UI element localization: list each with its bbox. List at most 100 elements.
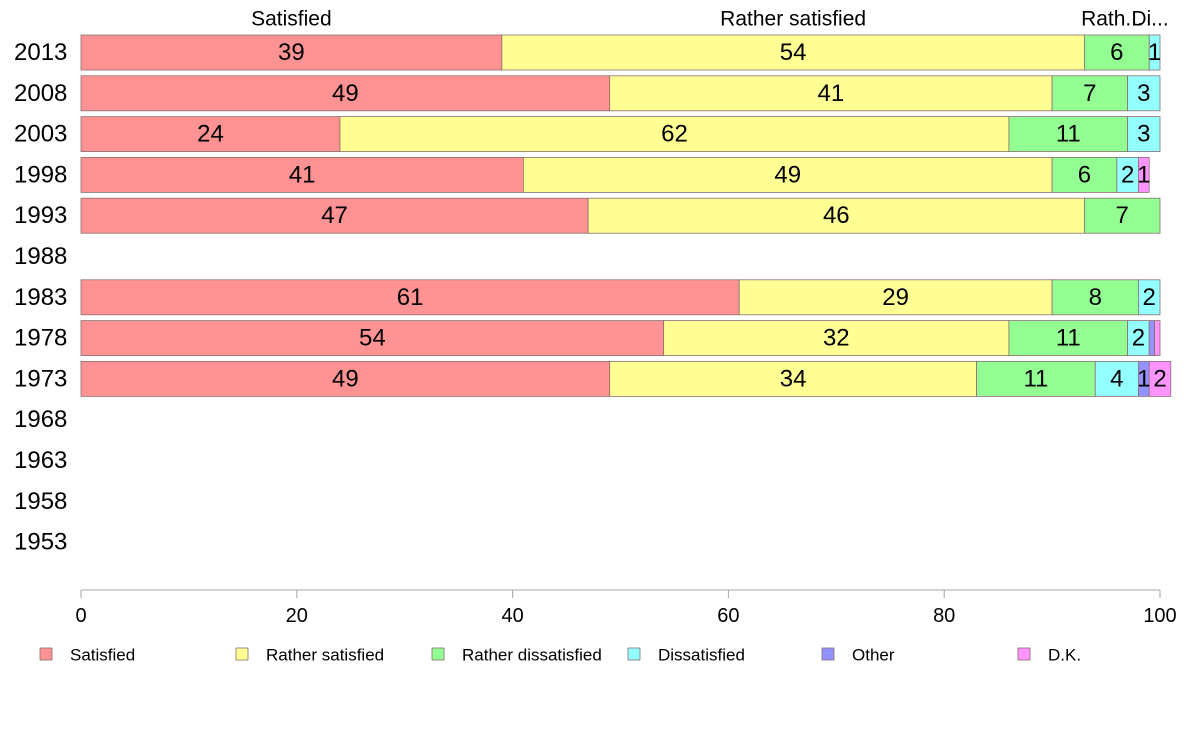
data-label-1978-2: 32	[823, 325, 850, 352]
x-tick-label-80: 80	[933, 605, 955, 627]
x-tick-label-0: 0	[75, 605, 86, 627]
data-label-2008-3: 7	[1083, 80, 1096, 107]
bar-1998-d-k-	[1138, 156, 1150, 193]
data-label-1978-4: 2	[1132, 325, 1145, 352]
bar-1973-satisfied	[80, 360, 611, 397]
bar-1983-satisfied	[80, 279, 740, 316]
data-label-1978-1: 54	[359, 325, 386, 352]
x-tick-label-20: 20	[286, 605, 308, 627]
data-label-2003-3: 11	[1056, 121, 1081, 148]
data-label-2008-1: 49	[332, 80, 359, 107]
bar-2008-satisfied	[80, 75, 611, 112]
bar-2003-rather-satisfied	[339, 116, 1010, 152]
data-label-1983-3: 8	[1089, 284, 1102, 311]
bar-1973-rather-dissatisfied	[976, 360, 1096, 397]
data-label-1973-4: 4	[1110, 365, 1123, 392]
top-category-labels: Satisfied Rather satisfied Rath...Di...	[251, 8, 1169, 31]
legend-label-d-k-: D.K.	[1048, 646, 1081, 665]
bar-1983-dissatisfied	[1138, 279, 1161, 316]
data-label-2013-3: 6	[1110, 39, 1123, 66]
year-label-1993: 1993	[14, 202, 67, 229]
year-label-2008: 2008	[14, 80, 67, 107]
year-label-2013: 2013	[14, 39, 67, 66]
top-label-1: Satisfied	[251, 8, 332, 31]
data-label-1998-4: 2	[1121, 161, 1134, 188]
data-label-1993-2: 46	[823, 202, 850, 229]
data-label-1973-1: 49	[332, 365, 359, 392]
data-label-1998-2: 49	[774, 161, 801, 188]
legend-swatch-dissatisfied	[627, 647, 641, 661]
bar-1998-rather-satisfied	[522, 156, 1053, 193]
year-label-1978: 1978	[14, 325, 67, 352]
x-tick-label-60: 60	[717, 605, 739, 627]
data-label-1973-3: 11	[1023, 365, 1048, 392]
top-label-4: Di...	[1131, 8, 1168, 31]
legend-swatch-rather-dissatisfied	[431, 647, 445, 661]
year-label-1998: 1998	[14, 161, 67, 188]
data-label-1983-1: 61	[397, 284, 424, 311]
legend-label-satisfied: Satisfied	[70, 646, 135, 665]
legend-label-other: Other	[852, 646, 895, 665]
data-label-1998-1: 41	[289, 161, 316, 188]
bar-2008-rather-satisfied	[609, 75, 1053, 112]
bar-1978-other	[1148, 320, 1156, 357]
bar-2008-rather-dissatisfied	[1051, 75, 1129, 112]
x-axis: 0 20 40 60 80 100	[75, 589, 1177, 627]
bar-2013-dissatisfied	[1148, 34, 1161, 71]
year-label-1953: 1953	[14, 529, 67, 556]
data-label-1983-4: 2	[1143, 284, 1156, 311]
data-label-1978-3: 11	[1056, 325, 1081, 352]
bar-2003-satisfied	[80, 116, 341, 152]
bar-1973-rather-satisfied	[609, 360, 977, 397]
legend-swatch-other	[821, 647, 835, 661]
legend-swatch-d-k-	[1017, 647, 1031, 661]
data-label-1973-2: 34	[780, 365, 807, 392]
data-label-2008-4: 3	[1137, 80, 1150, 107]
x-tick-label-40: 40	[501, 605, 523, 627]
year-label-1973: 1973	[14, 365, 67, 392]
bar-2008-dissatisfied	[1127, 75, 1161, 112]
bar-1998-rather-dissatisfied	[1051, 156, 1118, 193]
data-label-1973-5: 1	[1137, 365, 1150, 392]
data-label-2013-1: 39	[278, 39, 305, 66]
top-label-3: Rath...	[1081, 8, 1143, 31]
year-label-2003: 2003	[14, 121, 67, 148]
bar-1993-satisfied	[80, 197, 589, 234]
bar-1993-rather-satisfied	[587, 197, 1085, 234]
bar-2013-rather-satisfied	[501, 34, 1085, 71]
legend-label-dissatisfied: Dissatisfied	[658, 646, 745, 665]
bar-1983-rather-dissatisfied	[1051, 279, 1139, 316]
data-label-2003-2: 62	[661, 121, 688, 148]
legend: Satisfied Rather satisfied Rather dissatis…	[39, 646, 1081, 665]
top-label-2: Rather satisfied	[720, 8, 866, 31]
year-label-1988: 1988	[14, 243, 67, 270]
legend-label-rather-dissatisfied: Rather dissatisfied	[462, 646, 602, 665]
segment-labels: 39 54 6 149 41 7 324 62 11 341 49 6 2 147 46 761 29 8 254 3…	[197, 39, 1167, 392]
data-label-2013-4: 1	[1148, 39, 1161, 66]
data-label-1993-3: 7	[1116, 202, 1129, 229]
bar-1978-rather-satisfied	[663, 320, 1010, 357]
bar-1978-satisfied	[80, 320, 665, 357]
bar-1993-rather-dissatisfied	[1084, 197, 1161, 234]
data-label-1993-1: 47	[321, 202, 348, 229]
bars	[80, 34, 1172, 397]
data-label-2013-2: 54	[780, 39, 807, 66]
bar-1983-rather-satisfied	[738, 279, 1053, 316]
legend-label-rather-satisfied: Rather satisfied	[266, 646, 384, 665]
data-label-1973-6: 2	[1153, 365, 1166, 392]
year-label-1983: 1983	[14, 284, 67, 311]
data-label-1983-2: 29	[882, 284, 909, 311]
legend-swatch-satisfied	[39, 647, 53, 661]
bar-1978-rather-dissatisfied	[1008, 320, 1129, 357]
x-tick-label-100: 100	[1143, 605, 1176, 627]
bar-1973-dissatisfied	[1094, 360, 1139, 397]
bar-2003-dissatisfied	[1127, 116, 1161, 152]
bar-1978-d-k-	[1154, 320, 1161, 357]
bar-1998-satisfied	[80, 156, 524, 193]
data-label-2003-1: 24	[197, 121, 224, 148]
year-label-1958: 1958	[14, 488, 67, 515]
year-labels: 2013 2008 2003 1998 1993 1988 1983 1978 1973 1968…	[14, 39, 67, 556]
legend-swatch-rather-satisfied	[235, 647, 249, 661]
year-label-1963: 1963	[14, 447, 67, 474]
